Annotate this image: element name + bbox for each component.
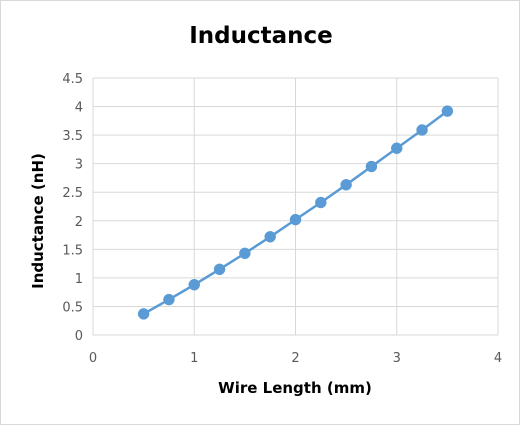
x-axis-title: Wire Length (mm) <box>218 379 372 397</box>
data-point <box>340 179 352 191</box>
x-tick-label: 2 <box>291 351 299 366</box>
y-tick-label: 2.5 <box>62 186 83 201</box>
data-point <box>289 213 302 226</box>
data-point <box>239 247 251 260</box>
y-tick-label: 3.5 <box>62 129 83 144</box>
data-point <box>391 142 403 154</box>
y-tick-label: 1.5 <box>62 243 83 258</box>
y-tick-label: 0.5 <box>62 300 83 315</box>
y-tick-label: 4 <box>75 101 83 116</box>
y-tick-label: 2 <box>75 215 83 230</box>
data-point <box>365 160 378 173</box>
data-point <box>264 231 276 243</box>
y-tick-label: 1 <box>75 272 83 287</box>
x-tick-labels: 0 1 2 3 4 <box>89 351 502 366</box>
series-layer <box>137 105 454 320</box>
data-point <box>188 278 200 291</box>
x-tick-label: 4 <box>494 351 502 366</box>
grid-lines <box>92 77 499 336</box>
data-point <box>137 308 150 320</box>
x-tick-label: 3 <box>393 351 401 366</box>
data-point <box>163 293 175 306</box>
chart-title: Inductance <box>189 23 333 49</box>
x-tick-label: 1 <box>190 351 198 366</box>
y-axis-title: Inductance (nH) <box>29 153 47 289</box>
data-point <box>416 124 428 136</box>
y-tick-label: 0 <box>75 329 83 344</box>
data-point <box>213 263 226 276</box>
y-tick-labels: 0 0.5 1 1.5 2 2.5 3 3.5 4 4.5 <box>62 72 83 344</box>
x-tick-label: 0 <box>89 351 97 366</box>
data-point <box>315 196 327 209</box>
y-tick-label: 4.5 <box>62 72 83 87</box>
y-tick-label: 3 <box>75 158 83 173</box>
data-point <box>441 105 454 117</box>
